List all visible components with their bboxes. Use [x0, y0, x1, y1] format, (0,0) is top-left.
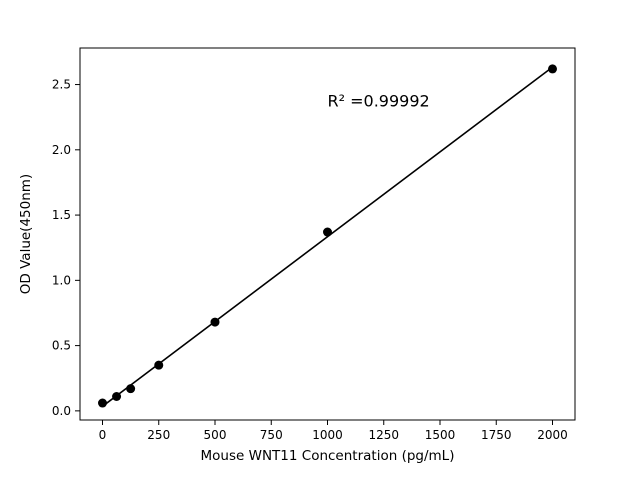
x-tick-label: 250: [147, 428, 170, 442]
data-point: [548, 64, 557, 74]
x-tick-label: 1500: [425, 428, 456, 442]
x-tick-label: 500: [204, 428, 227, 442]
y-axis-label: OD Value(450nm): [18, 174, 34, 294]
x-axis-label: Mouse WNT11 Concentration (pg/mL): [201, 448, 455, 464]
x-tick-label: 1250: [368, 428, 399, 442]
data-point: [98, 398, 107, 408]
r-squared-annotation: R² =0.99992: [328, 92, 430, 111]
data-point: [126, 384, 136, 394]
data-point: [323, 227, 332, 237]
fit-line: [102, 66, 553, 407]
x-tick-label: 750: [260, 428, 283, 442]
data-point: [210, 317, 220, 327]
x-tick-label: 2000: [537, 428, 568, 442]
data-point: [154, 360, 164, 370]
data-point: [112, 392, 122, 402]
x-tick-label: 0: [99, 428, 107, 442]
y-tick-label: 0.5: [52, 339, 71, 353]
y-tick-label: 1.5: [52, 208, 71, 222]
y-tick-label: 2.5: [52, 78, 71, 92]
x-tick-label: 1000: [312, 428, 343, 442]
y-tick-label: 0.0: [52, 404, 71, 418]
y-tick-label: 1.0: [52, 273, 71, 287]
y-tick-label: 2.0: [52, 143, 71, 157]
x-tick-label: 1750: [481, 428, 512, 442]
